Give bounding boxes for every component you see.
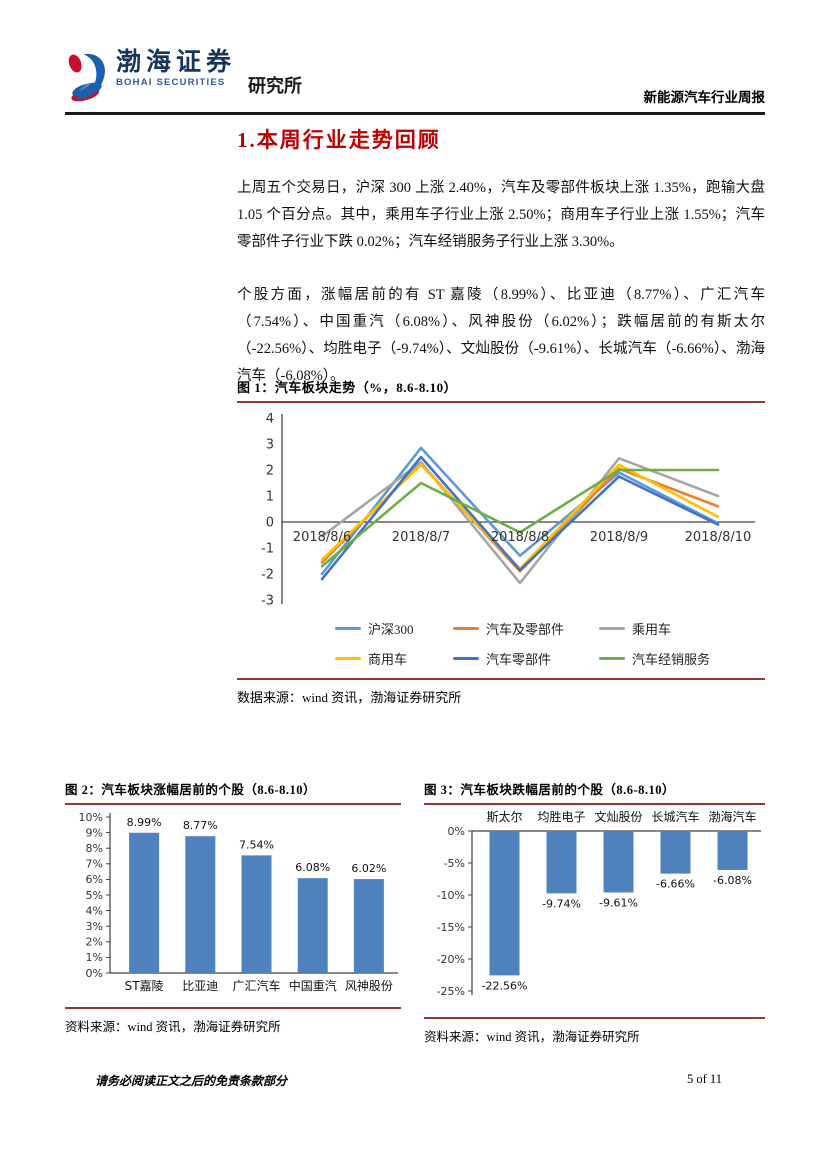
svg-text:风神股份: 风神股份: [345, 979, 393, 993]
figure-2-bottom-rule: [65, 1007, 401, 1009]
svg-text:9%: 9%: [86, 826, 103, 839]
legend-line-marker: [335, 656, 361, 661]
svg-text:-2: -2: [261, 568, 274, 583]
svg-text:-22.56%: -22.56%: [482, 979, 528, 992]
paragraph-market-review: 上周五个交易日，沪深 300 上涨 2.40%，汽车及零部件板块上涨 1.35%…: [237, 180, 765, 250]
legend-line-marker: [599, 626, 625, 631]
svg-text:7%: 7%: [86, 858, 103, 871]
legend-item: 商用车: [335, 649, 453, 668]
svg-text:2018/8/6: 2018/8/6: [293, 530, 351, 545]
svg-text:8%: 8%: [86, 842, 103, 855]
bohai-securities-logo-icon: [65, 50, 109, 109]
svg-text:广汇汽车: 广汇汽车: [232, 978, 280, 993]
legend-label: 汽车经销服务: [632, 652, 711, 667]
svg-text:6.08%: 6.08%: [295, 861, 330, 874]
logo-en-name: BOHAI SECURITIES: [116, 77, 226, 88]
report-title: 新能源汽车行业周报: [643, 90, 766, 105]
page-number: 5 of 11: [687, 1072, 722, 1086]
legend-line-marker: [453, 626, 479, 631]
logo-text: 渤海证券 BOHAI SECURITIES: [116, 50, 236, 88]
svg-text:4: 4: [266, 413, 274, 427]
svg-text:文灿股份: 文灿股份: [594, 809, 642, 824]
svg-text:-5%: -5%: [444, 857, 465, 870]
svg-text:2018/8/9: 2018/8/9: [590, 530, 648, 545]
svg-text:0%: 0%: [448, 825, 465, 838]
research-institute-label: 研究所: [248, 76, 303, 96]
svg-text:中国重汽: 中国重汽: [289, 978, 337, 993]
legend-item: 乘用车: [599, 619, 749, 638]
header-divider: [65, 112, 765, 115]
svg-text:-15%: -15%: [437, 921, 465, 934]
svg-text:-9.61%: -9.61%: [599, 897, 638, 910]
figure-2-top-gainers: 图 2：汽车板块涨幅居前的个股（8.6-8.10） 0% 1% 2% 3% 4% 5% 6%…: [65, 779, 401, 1035]
legend-label: 沪深300: [368, 622, 414, 637]
svg-text:-1: -1: [261, 542, 274, 557]
svg-text:ST嘉陵: ST嘉陵: [125, 979, 164, 993]
svg-text:均胜电子: 均胜电子: [537, 809, 585, 824]
figure-1-source: 数据来源：wind 资讯，渤海证券研究所: [237, 690, 462, 705]
paragraph-stock-movers: 个股方面，涨幅居前的有 ST 嘉陵（8.99%）、比亚迪（8.77%）、广汇汽车…: [237, 287, 765, 384]
svg-text:1: 1: [266, 490, 274, 505]
svg-text:5%: 5%: [86, 889, 103, 902]
svg-text:2: 2: [266, 464, 274, 479]
svg-text:-10%: -10%: [437, 889, 465, 902]
svg-text:-25%: -25%: [437, 985, 465, 998]
figure-1-sector-trend: 图 1：汽车板块走势（%，8.6-8.10） 4 3 2 1 0 -1 -2 -3 2018/8…: [237, 377, 765, 706]
svg-text:10%: 10%: [79, 811, 103, 824]
legend-line-marker: [335, 626, 361, 631]
svg-text:1%: 1%: [86, 951, 103, 964]
section-heading: 1.本周行业走势回顾: [237, 128, 441, 152]
svg-text:渤海汽车: 渤海汽车: [708, 809, 756, 824]
legend-item: 汽车零部件: [453, 649, 599, 668]
svg-text:8.77%: 8.77%: [183, 819, 218, 832]
svg-text:6%: 6%: [86, 873, 103, 886]
legend-label: 商用车: [368, 652, 408, 667]
figure-3-caption: 图 3：汽车板块跌幅居前的个股（8.6-8.10）: [424, 779, 765, 805]
svg-text:6.02%: 6.02%: [351, 862, 386, 875]
figure-1-bottom-rule: [237, 678, 765, 680]
figure-3-bottom-rule: [424, 1017, 765, 1019]
footer-disclaimer: 请务必阅读正文之后的免责条款部分: [95, 1074, 288, 1088]
legend-item: 汽车及零部件: [453, 619, 599, 638]
legend-item: 沪深300: [335, 619, 453, 638]
figure-2-source: 资料来源：wind 资讯，渤海证券研究所: [65, 1020, 281, 1034]
svg-text:-6.08%: -6.08%: [713, 874, 752, 887]
legend-label: 汽车及零部件: [486, 622, 565, 637]
legend-label: 乘用车: [632, 622, 672, 637]
svg-text:-3: -3: [261, 594, 274, 609]
svg-text:0%: 0%: [86, 967, 103, 980]
svg-text:3: 3: [266, 438, 274, 453]
svg-text:8.99%: 8.99%: [127, 816, 162, 829]
svg-text:2%: 2%: [86, 936, 103, 949]
legend-item: 汽车经销服务: [599, 649, 749, 668]
figure-3-top-losers: 图 3：汽车板块跌幅居前的个股（8.6-8.10） 0% -5% -10% -15% -…: [424, 779, 765, 1045]
legend-label: 汽车零部件: [486, 652, 552, 667]
svg-text:0: 0: [266, 516, 274, 531]
svg-text:2018/8/10: 2018/8/10: [685, 530, 752, 545]
figure-3-source: 资料来源：wind 资讯，渤海证券研究所: [424, 1030, 640, 1044]
legend-line-marker: [453, 656, 479, 661]
svg-text:2018/8/7: 2018/8/7: [392, 530, 450, 545]
svg-text:比亚迪: 比亚迪: [182, 979, 218, 993]
svg-text:2018/8/8: 2018/8/8: [491, 530, 549, 545]
page-header: 渤海证券 BOHAI SECURITIES 研究所 新能源汽车行业周报: [65, 50, 765, 110]
top-losers-bar-chart: 0% -5% -10% -15% -20% -25% 斯太尔 -22.56% 均胜电子 -9.74…: [437, 809, 761, 998]
figure-1-caption: 图 1：汽车板块走势（%，8.6-8.10）: [237, 377, 765, 403]
svg-text:-9.74%: -9.74%: [542, 897, 581, 910]
legend-line-marker: [599, 656, 625, 661]
line-chart-legend: 沪深300 汽车及零部件 乘用车商用车 汽车零部件 汽车经销服务: [335, 619, 765, 668]
logo-cn-name: 渤海证券: [116, 49, 237, 76]
svg-text:斯太尔: 斯太尔: [486, 809, 522, 824]
svg-text:4%: 4%: [86, 904, 103, 917]
sector-trend-line-chart: 4 3 2 1 0 -1 -2 -3 2018/8/6 2018/8/7 2018/8/8 2018/…: [261, 413, 755, 609]
svg-text:3%: 3%: [86, 920, 103, 933]
svg-text:7.54%: 7.54%: [239, 838, 274, 851]
logo: 渤海证券 BOHAI SECURITIES 研究所: [65, 50, 765, 109]
top-gainers-bar-chart: 0% 1% 2% 3% 4% 5% 6% 7% 8% 9% 10% 8.99% ST嘉陵 8.77% 比亚迪…: [79, 811, 398, 993]
svg-text:-20%: -20%: [437, 953, 465, 966]
svg-text:长城汽车: 长城汽车: [651, 809, 699, 824]
figure-2-caption: 图 2：汽车板块涨幅居前的个股（8.6-8.10）: [65, 779, 401, 805]
svg-text:-6.66%: -6.66%: [656, 878, 695, 891]
